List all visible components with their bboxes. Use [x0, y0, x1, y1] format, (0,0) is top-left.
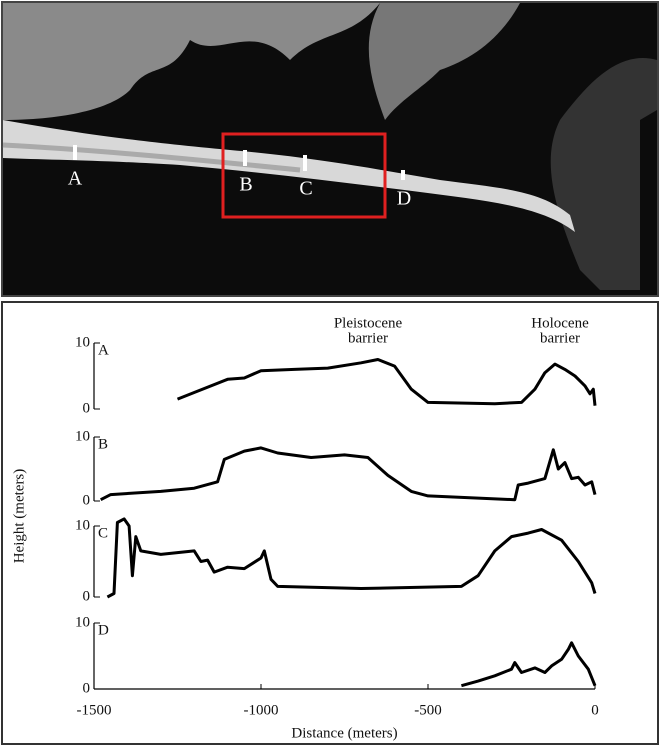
panel-label: D [98, 622, 109, 638]
annotation: barrier [540, 330, 580, 346]
panel-label: C [98, 525, 108, 541]
x-tick-label: -1000 [244, 702, 279, 718]
profile-line [461, 641, 597, 688]
annotation: Pleistocene [334, 315, 403, 331]
y-tick-label: 10 [75, 517, 90, 533]
x-tick-label: -500 [414, 702, 442, 718]
y-tick-label: 0 [83, 492, 91, 508]
beach [3, 120, 575, 232]
x-axis-label: Distance (meters) [291, 725, 397, 741]
profile-line [106, 517, 597, 599]
x-tick-label: -1500 [77, 702, 112, 718]
y-tick-label: 10 [75, 428, 90, 444]
highlight-box [221, 132, 387, 219]
y-tick-label: 0 [83, 680, 91, 696]
satellite-image: A B C D [1, 1, 659, 297]
y-axis-label: Height (meters) [11, 469, 27, 564]
y-tick-label: 10 [75, 334, 90, 350]
annotation: barrier [348, 330, 388, 346]
transect-marker [73, 145, 77, 160]
annotation: Holocene [531, 315, 589, 331]
land [368, 3, 520, 120]
y-tick-label: 0 [83, 400, 91, 416]
transect-label: B [239, 174, 252, 196]
land [3, 3, 657, 290]
profile-line [100, 446, 597, 502]
panel-label: A [98, 342, 109, 358]
land [3, 3, 380, 120]
profile-line [176, 358, 597, 406]
transect-label: D [397, 188, 411, 210]
panel-label: B [98, 436, 108, 452]
chart-frame [1, 301, 659, 745]
y-tick-label: 10 [75, 614, 90, 630]
transect-marker [243, 150, 247, 166]
transect-label: A [68, 168, 83, 190]
land [2, 142, 301, 173]
transect-marker [401, 170, 405, 180]
transect-marker [303, 155, 307, 171]
transect-label: C [299, 178, 312, 200]
x-tick-label: 0 [591, 702, 599, 718]
y-tick-label: 0 [83, 588, 91, 604]
